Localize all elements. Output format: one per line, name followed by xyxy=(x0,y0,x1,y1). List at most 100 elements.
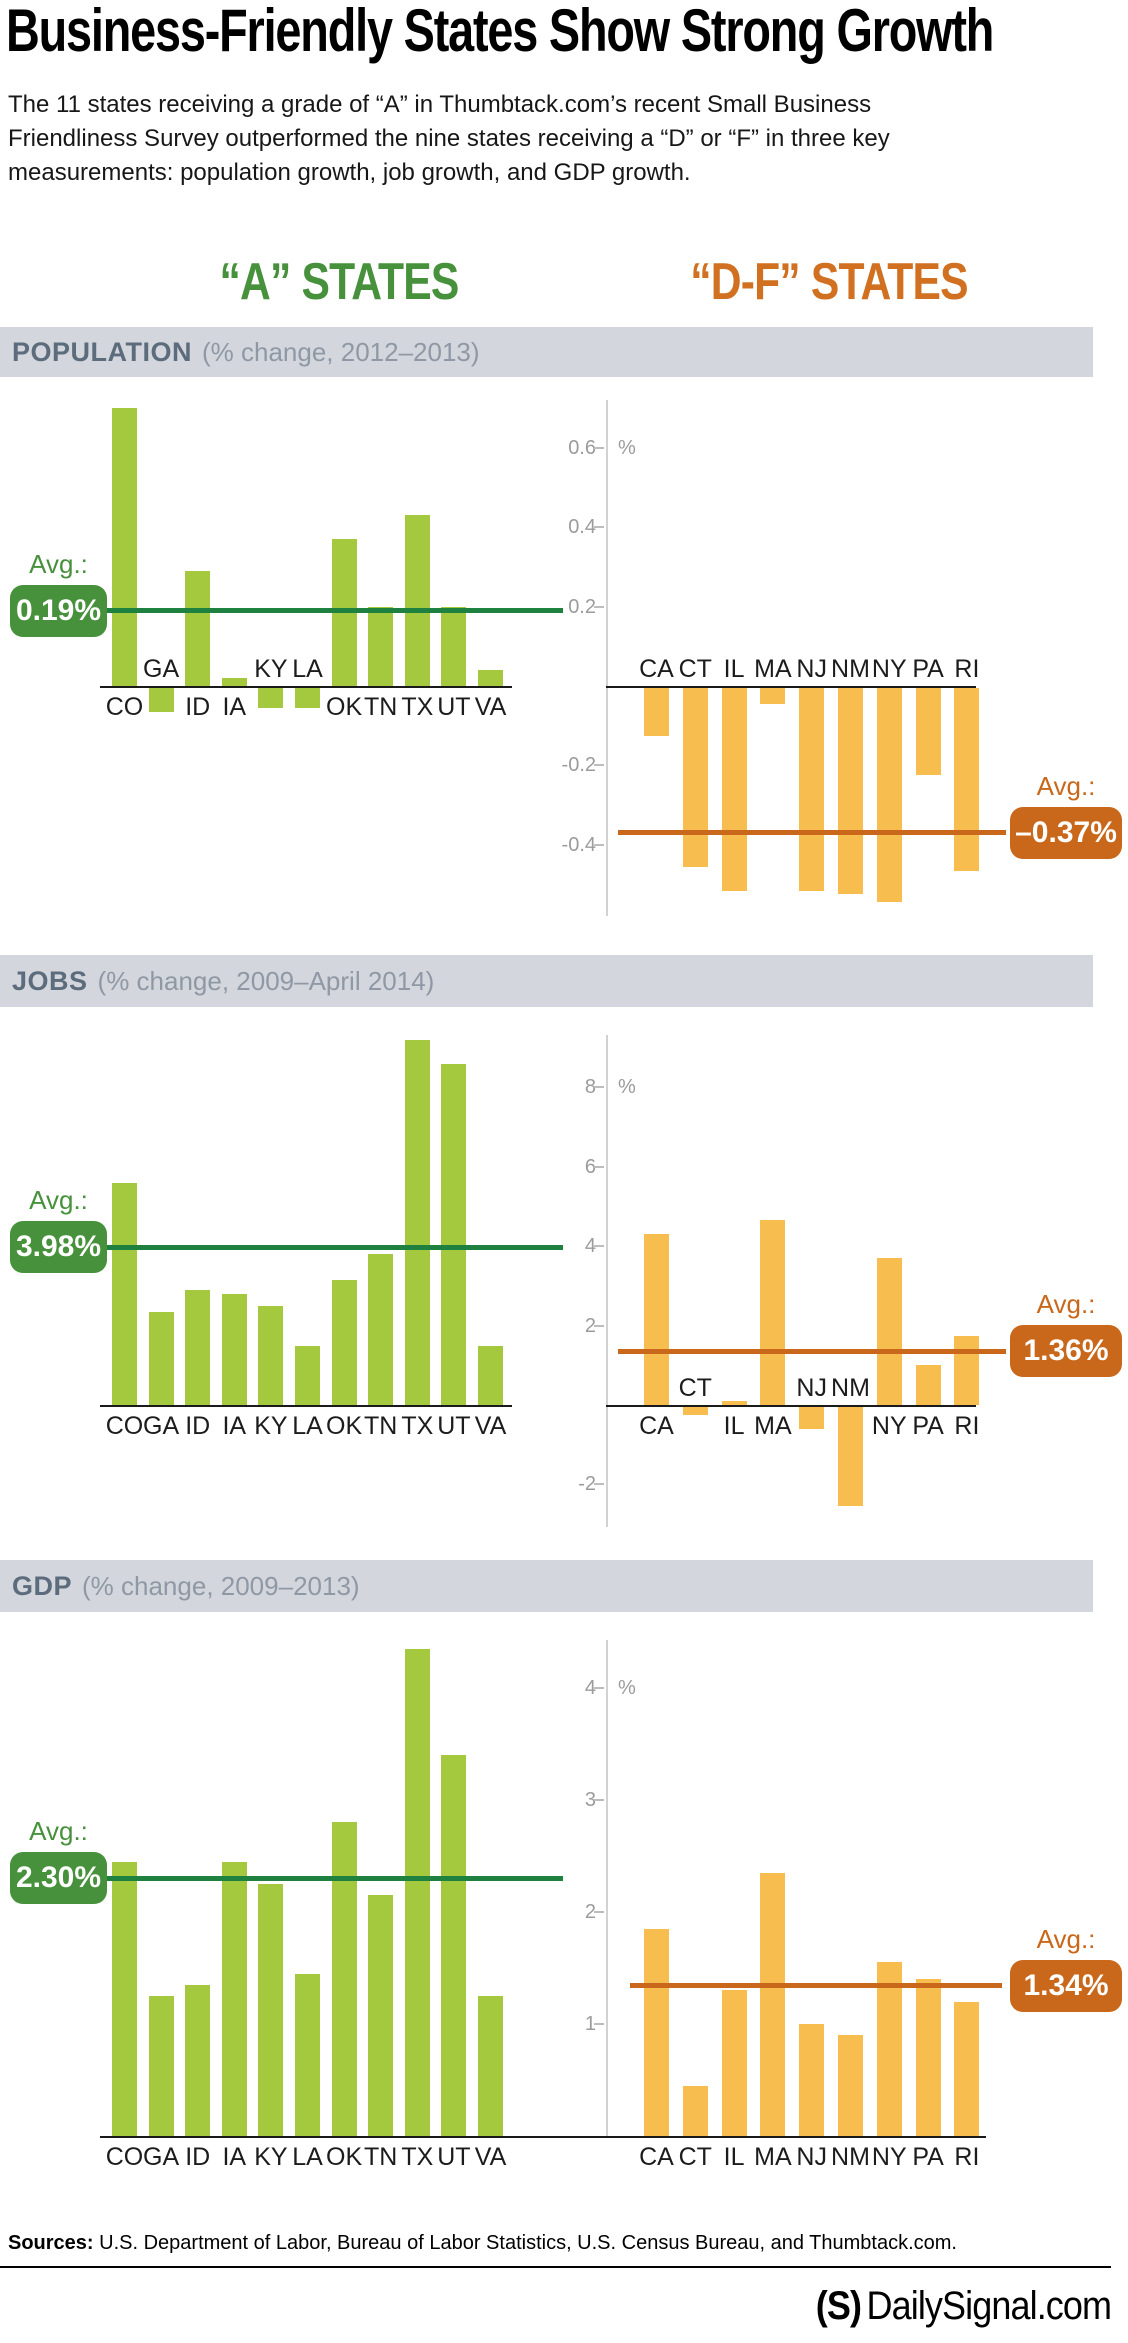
bar-population-NM xyxy=(838,688,863,895)
daily-signal-logo: (S) DailySignal.com xyxy=(815,2284,1112,2329)
population-tick-mark xyxy=(594,526,604,529)
population-avg-badge-green: 0.19% xyxy=(10,584,107,637)
bar-jobs-NM xyxy=(838,1407,863,1507)
bar-jobs-KY xyxy=(258,1305,284,1406)
daily-signal-s-icon: (S) xyxy=(815,2284,862,2328)
gdp-state-label: NJ xyxy=(796,2143,827,2171)
jobs-state-label: CA xyxy=(639,1412,674,1440)
bar-jobs-LA xyxy=(295,1345,320,1406)
jobs-state-label: OK xyxy=(326,1412,363,1440)
bar-gdp-MA xyxy=(760,1872,786,2136)
population-tick-mark xyxy=(594,446,604,449)
population-tick-label: 0.6 xyxy=(568,436,596,459)
bar-gdp-PA xyxy=(915,1979,941,2136)
gdp-state-label: IA xyxy=(222,2143,247,2171)
population-band-note: (% change, 2012–2013) xyxy=(202,336,480,367)
gdp-state-label: RI xyxy=(954,2143,980,2171)
jobs-tick-label: 4 xyxy=(584,1235,596,1258)
gdp-avg-badge-green: 2.30% xyxy=(10,1852,107,1905)
bar-population-RI xyxy=(954,688,980,871)
jobs-band-title: JOBS xyxy=(12,965,88,996)
bar-jobs-IA xyxy=(221,1293,247,1405)
gdp-avg-line-orange xyxy=(630,1983,1002,1989)
bar-jobs-NY xyxy=(876,1258,902,1405)
population-unit-label: % xyxy=(618,436,636,459)
jobs-avg-line-orange xyxy=(618,1348,1006,1354)
population-state-label: CA xyxy=(639,655,674,683)
gdp-y-axis xyxy=(606,1640,608,2138)
bar-gdp-NM xyxy=(838,2035,863,2136)
daily-signal-wordmark: DailySignal.com xyxy=(866,2284,1112,2328)
jobs-y-axis xyxy=(606,1035,608,1527)
population-section-band: POPULATION (% change, 2012–2013) xyxy=(0,327,1093,377)
jobs-avg-badge-orange: 1.36% xyxy=(1010,1325,1122,1377)
bar-gdp-TN xyxy=(368,1895,394,2136)
jobs-state-label: CT xyxy=(678,1374,712,1402)
jobs-tick-mark xyxy=(594,1086,604,1089)
jobs-avg-caption-green: Avg.: xyxy=(29,1185,88,1215)
population-state-label: ID xyxy=(185,693,211,721)
population-tick-mark xyxy=(594,843,604,846)
gdp-avg-caption-green: Avg.: xyxy=(29,1816,88,1847)
gdp-tick-label: 3 xyxy=(584,1789,596,1811)
bar-population-IL xyxy=(721,688,747,891)
gdp-state-label: NY xyxy=(871,2143,907,2171)
bar-gdp-TX xyxy=(404,1648,430,2136)
jobs-zero-line xyxy=(606,1405,976,1407)
bar-jobs-ID xyxy=(185,1289,211,1405)
population-zero-line xyxy=(606,686,976,688)
jobs-state-label: NJ xyxy=(796,1374,827,1402)
gdp-avg-caption-orange: Avg.: xyxy=(1036,1923,1096,1954)
bar-jobs-CT xyxy=(682,1407,708,1415)
bar-population-PA xyxy=(915,688,941,776)
bar-jobs-GA xyxy=(148,1311,174,1405)
jobs-state-label: MA xyxy=(754,1412,792,1440)
gdp-state-label: CO xyxy=(105,2143,144,2171)
gdp-tick-mark xyxy=(594,1799,604,1801)
population-state-label: MA xyxy=(754,655,792,683)
population-state-label: CO xyxy=(105,693,144,721)
bar-population-VA xyxy=(478,670,503,686)
gdp-state-label: UT xyxy=(437,2143,471,2171)
bar-jobs-CA xyxy=(644,1234,669,1405)
jobs-state-label: ID xyxy=(185,1412,211,1440)
bar-gdp-CT xyxy=(682,2085,708,2136)
gdp-state-label: VA xyxy=(474,2143,507,2171)
jobs-tick-label: 8 xyxy=(584,1076,596,1099)
gdp-tick-label: 4 xyxy=(584,1677,596,1699)
jobs-state-label: TN xyxy=(364,1412,398,1440)
population-state-label: CT xyxy=(678,655,712,683)
population-zero-line xyxy=(100,686,512,688)
bar-jobs-IL xyxy=(721,1401,747,1405)
jobs-state-label: KY xyxy=(254,1412,288,1440)
gdp-state-label: ID xyxy=(185,2143,211,2171)
population-state-label: TX xyxy=(401,693,434,721)
population-state-label: LA xyxy=(292,655,323,683)
population-state-label: VA xyxy=(474,693,507,721)
jobs-state-label: UT xyxy=(437,1412,471,1440)
footer-divider xyxy=(0,2266,1111,2268)
gdp-state-label: LA xyxy=(292,2143,323,2171)
bar-jobs-CO xyxy=(112,1182,137,1405)
jobs-zero-line xyxy=(100,1405,512,1407)
population-state-label: UT xyxy=(437,693,471,721)
a-states-header: “A” STATES xyxy=(219,253,460,311)
bar-population-CT xyxy=(682,688,708,867)
bar-jobs-UT xyxy=(441,1063,467,1405)
population-state-label: NM xyxy=(831,655,870,683)
population-tick-label: 0.4 xyxy=(568,516,596,539)
gdp-tick-label: 1 xyxy=(584,2013,596,2035)
population-state-label: NY xyxy=(871,655,907,683)
jobs-unit-label: % xyxy=(618,1076,636,1099)
jobs-state-label: VA xyxy=(474,1412,507,1440)
jobs-avg-caption-orange: Avg.: xyxy=(1036,1289,1096,1319)
bar-gdp-LA xyxy=(295,1973,320,2136)
jobs-state-label: IA xyxy=(222,1412,247,1440)
bar-gdp-OK xyxy=(331,1822,357,2136)
sources-text: U.S. Department of Labor, Bureau of Labo… xyxy=(93,2232,957,2254)
population-y-axis xyxy=(606,400,608,916)
population-state-label: KY xyxy=(254,655,288,683)
population-state-label: TN xyxy=(364,693,398,721)
population-avg-caption-orange: Avg.: xyxy=(1036,770,1096,801)
bar-jobs-RI xyxy=(954,1335,980,1405)
